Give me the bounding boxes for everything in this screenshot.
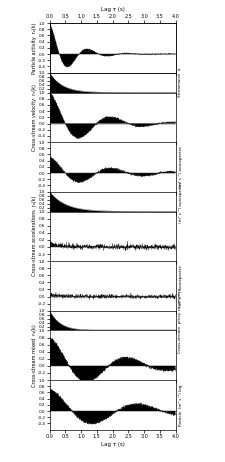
Y-axis label: Cross-stream accelerations  rₐ(k): Cross-stream accelerations rₐ(k): [32, 196, 37, 276]
Text: Cross-stream  proxy covariance: Cross-stream proxy covariance: [178, 288, 182, 353]
X-axis label: Lag τ (s): Lag τ (s): [101, 442, 124, 447]
Text: (m² s⁻³) autospectre: (m² s⁻³) autospectre: [178, 146, 183, 188]
Y-axis label: Cross-stream mixed  rₐ(k): Cross-stream mixed rₐ(k): [32, 324, 37, 387]
Text: (m² s⁻³) autospectre: (m² s⁻³) autospectre: [178, 181, 183, 223]
Y-axis label: Cross-stream velocity  rᵥ(k): Cross-stream velocity rᵥ(k): [32, 84, 37, 151]
Text: Particle  (m² s⁻³) log: Particle (m² s⁻³) log: [178, 384, 183, 426]
Y-axis label: Particle activity  rₐ(k): Particle activity rₐ(k): [32, 22, 37, 73]
X-axis label: Lag τ (s): Lag τ (s): [101, 7, 124, 12]
Text: (m² s⁻³) autospectre: (m² s⁻³) autospectre: [178, 265, 183, 307]
Text: Streamwise  α: Streamwise α: [178, 68, 182, 97]
